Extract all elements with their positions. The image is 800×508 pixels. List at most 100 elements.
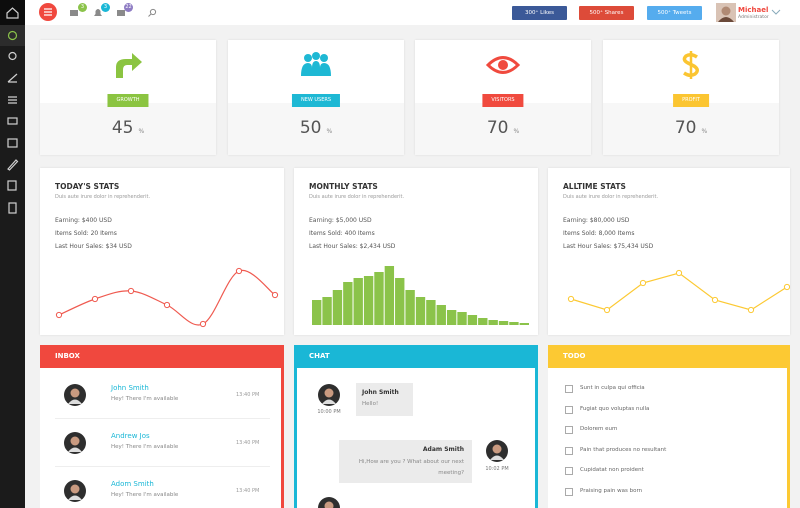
stat-card: NEW USERS 50%	[228, 40, 404, 155]
chat-text: Hello!	[362, 401, 379, 407]
home-icon[interactable]	[6, 7, 19, 19]
chart-bar	[332, 290, 343, 325]
todo-checkbox[interactable]	[565, 385, 573, 393]
chat-bubble: Adam Smith Hi,How are you ? What about ou…	[339, 440, 472, 483]
copy-icon[interactable]	[7, 180, 17, 191]
chart-bar	[467, 315, 478, 325]
list-icon[interactable]	[8, 96, 17, 104]
avatar-body	[322, 399, 336, 404]
stat-card: VISITORS 70%	[415, 40, 591, 155]
likes-button[interactable]: 300⁺ Likes	[512, 6, 567, 20]
inbox-name: Adom Smith	[111, 480, 154, 488]
todo-checkbox[interactable]	[565, 446, 573, 455]
avatar-face	[492, 444, 502, 454]
avatar-body	[490, 455, 504, 460]
bell-icon[interactable]	[94, 9, 102, 16]
power-icon[interactable]	[7, 30, 18, 41]
settings-icon[interactable]	[8, 51, 17, 61]
stat-label: PROFIT	[673, 94, 709, 107]
todo-header: TODO	[548, 345, 790, 368]
chat-bubble: John Smith Hello!	[356, 383, 413, 416]
avatar-body	[68, 447, 82, 452]
chart-point	[711, 296, 719, 304]
todo-checkbox[interactable]	[565, 405, 573, 414]
todo-body	[548, 368, 790, 508]
stats-line: Earning: $80,000 USD	[563, 217, 630, 224]
growth-icon	[116, 53, 142, 78]
stats-line: Items Sold: 20 Items	[55, 230, 117, 237]
chat-avatar	[486, 440, 508, 462]
avatar-face	[70, 484, 80, 494]
chart-bar	[384, 266, 395, 325]
user-menu-chevron[interactable]	[771, 9, 781, 15]
todo-item: Cupidatat non proident	[580, 467, 644, 474]
avatar-face	[70, 388, 80, 398]
stat-unit: %	[326, 128, 333, 135]
chart-bar	[353, 278, 363, 325]
chart-point	[639, 279, 647, 287]
search-icon[interactable]	[149, 8, 157, 16]
mail-icon[interactable]	[7, 117, 18, 125]
chart-bar	[363, 276, 374, 325]
stats-subtitle: Duis aute irure dolor in reprehenderit.	[563, 194, 659, 200]
chart-bar	[374, 272, 384, 325]
chart-line	[58, 269, 276, 326]
inbox-header: INBOX	[40, 345, 284, 368]
todo-item: Dolorem eum	[580, 426, 618, 433]
user-name: Michael	[738, 6, 769, 14]
user-avatar[interactable]	[716, 3, 736, 22]
stats-chart	[312, 266, 529, 325]
chart-bar	[426, 300, 436, 325]
stats-subtitle: Duis aute irure dolor in reprehenderit.	[55, 194, 151, 200]
stat-number: 70	[486, 118, 509, 138]
todo-checkbox[interactable]	[565, 467, 573, 476]
chart-point	[235, 267, 243, 275]
shares-button[interactable]: 500⁺ Shares	[579, 6, 634, 20]
stat-card-top	[40, 40, 216, 103]
badge: 3	[101, 3, 110, 12]
stats-panel: MONTHLY STATS Duis aute irure dolor in re…	[294, 168, 538, 335]
inbox-name: Andrew Jos	[111, 432, 150, 440]
badge: 22	[124, 3, 133, 12]
chart-bar	[436, 305, 446, 325]
users-icon	[312, 52, 320, 60]
chart-bar	[415, 297, 426, 325]
stats-subtitle: Duis aute irure dolor in reprehenderit.	[309, 194, 405, 200]
avatar-body	[68, 495, 82, 500]
brush-icon[interactable]	[7, 73, 18, 83]
book-icon[interactable]	[8, 202, 17, 214]
stat-icon	[485, 56, 521, 74]
chart-bar	[395, 278, 405, 325]
chart-point	[199, 320, 207, 328]
stat-icon	[682, 51, 699, 79]
stats-chart	[567, 269, 790, 314]
inbox-divider	[55, 418, 270, 419]
chart-bar	[457, 312, 467, 325]
inbox-avatar	[64, 384, 86, 406]
tweets-button[interactable]: 500⁺ Tweets	[647, 6, 702, 20]
chart-bar	[488, 320, 498, 325]
pencil-icon[interactable]	[7, 159, 19, 171]
todo-checkbox[interactable]	[565, 426, 573, 435]
todo-checkbox[interactable]	[565, 488, 573, 496]
inbox-name: John Smith	[111, 384, 149, 392]
stat-unit: %	[513, 128, 520, 135]
chart-point	[747, 306, 755, 314]
eye-icon	[485, 56, 521, 74]
todo-item: Praising pain was born	[580, 488, 643, 494]
chart-line	[570, 272, 788, 311]
stat-number: 70	[674, 118, 697, 138]
stat-card: PROFIT 70%	[603, 40, 779, 155]
tasks-icon[interactable]	[117, 10, 125, 16]
table-icon[interactable]	[7, 138, 18, 148]
inbox-avatar	[64, 432, 86, 454]
inbox-time: 13:40 PM	[236, 440, 260, 446]
user-role: Administrator	[738, 15, 769, 20]
chat-header: CHAT	[294, 345, 538, 368]
badge: 3	[78, 3, 87, 12]
avatar-face	[324, 388, 334, 398]
chat-time: 10:02 PM	[485, 466, 509, 472]
stats-line: Last Hour Sales: $75,434 USD	[563, 243, 654, 250]
mail-icon[interactable]	[70, 10, 78, 16]
chart-point	[55, 311, 63, 319]
